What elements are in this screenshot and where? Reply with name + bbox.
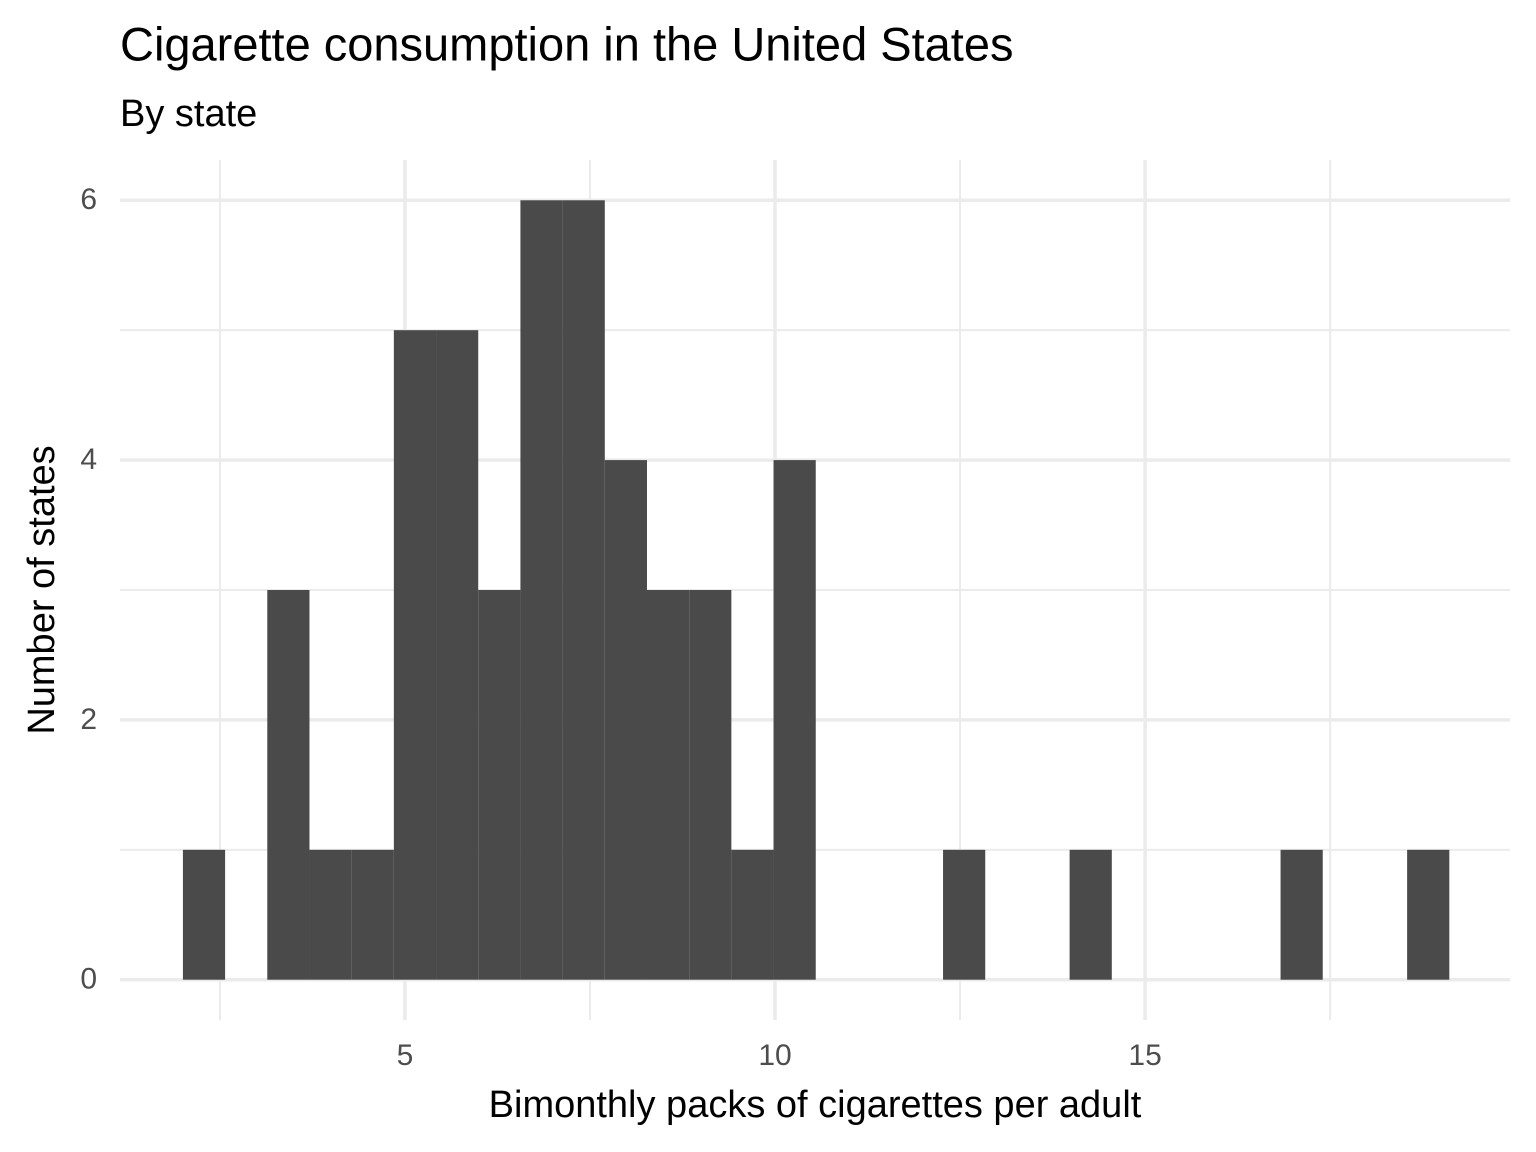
bar xyxy=(351,849,394,980)
y-tick-label: 6 xyxy=(80,183,97,216)
y-tick-label: 4 xyxy=(80,443,97,476)
bar xyxy=(1407,849,1450,980)
chart-title: Cigarette consumption in the United Stat… xyxy=(120,17,1014,70)
x-tick-label: 10 xyxy=(758,1039,791,1072)
bar xyxy=(478,590,521,980)
y-tick-label: 0 xyxy=(80,963,97,996)
y-axis-title: Number of states xyxy=(21,445,63,734)
bar xyxy=(731,849,774,980)
bar xyxy=(562,200,605,980)
bar xyxy=(520,200,563,980)
chart-subtitle: By state xyxy=(120,93,257,135)
bar xyxy=(1280,849,1323,980)
bar xyxy=(182,849,226,980)
bar xyxy=(646,590,690,980)
bar xyxy=(1069,849,1112,980)
bar xyxy=(604,460,647,980)
bar xyxy=(309,849,352,980)
x-tick-label: 15 xyxy=(1128,1039,1161,1072)
bar xyxy=(943,849,986,980)
x-axis-title: Bimonthly packs of cigarettes per adult xyxy=(489,1084,1142,1126)
bar xyxy=(436,330,479,980)
y-tick-label: 2 xyxy=(80,703,97,736)
bar xyxy=(689,590,732,980)
bar xyxy=(393,330,437,980)
bar xyxy=(267,590,310,980)
x-tick-label: 5 xyxy=(397,1039,414,1072)
bar xyxy=(773,460,816,980)
